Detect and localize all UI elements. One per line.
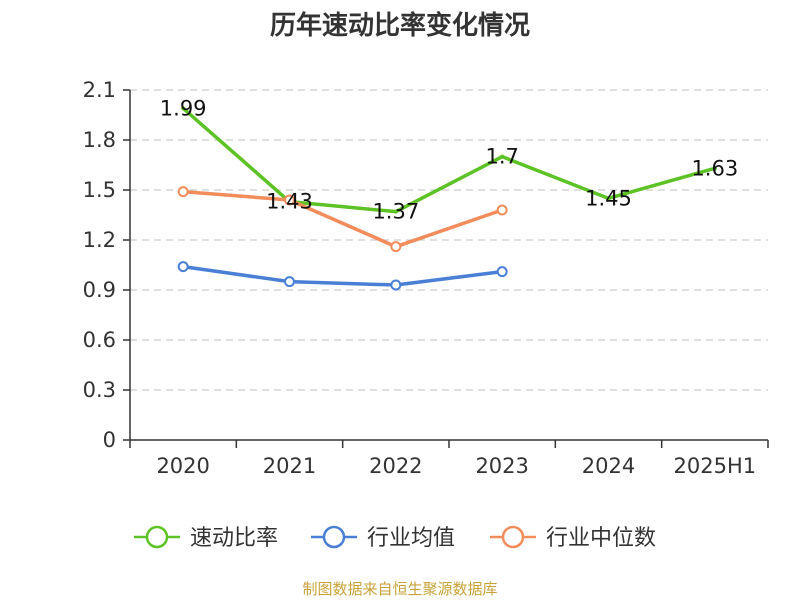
series-point-1	[284, 276, 295, 288]
series-point-0	[712, 166, 717, 171]
y-tick-label: 0.9	[83, 278, 116, 302]
y-tick-label: 0.3	[83, 378, 116, 402]
data-label: 1.63	[691, 156, 738, 180]
series-point-1	[390, 279, 402, 291]
legend[interactable]: 速动比率 行业均值 行业中位数	[134, 525, 656, 551]
legend-item-0[interactable]: 速动比率	[134, 525, 278, 551]
legend-marker-icon	[501, 525, 525, 549]
series-line-2	[183, 189, 503, 249]
legend-marker-icon	[145, 525, 169, 549]
source-note: 制图数据来自恒生聚源数据库	[302, 580, 497, 598]
legend-label: 速动比率	[190, 526, 278, 551]
x-tick-label: 2025H1	[674, 454, 757, 478]
axes: 0 0.3 0.6 0.9 1.2 1.5 1.8 2.1 2020 2021 2022 2023 20…	[83, 78, 769, 478]
y-tick-label: 0	[103, 428, 116, 452]
series-point-0	[393, 209, 398, 214]
series-point-1	[496, 266, 508, 278]
series-point-0	[181, 106, 186, 111]
x-tick-label: 2024	[582, 454, 635, 478]
series	[177, 106, 717, 291]
series-point-2	[390, 241, 402, 253]
series-point-0	[606, 196, 611, 201]
y-tick-label: 0.6	[83, 328, 116, 352]
legend-label: 行业均值	[367, 526, 455, 551]
data-label: 1.7	[485, 145, 518, 169]
series-point-1	[177, 261, 189, 273]
grid	[130, 89, 768, 391]
chart-title: 历年速动比率变化情况	[270, 10, 530, 41]
series-point-2	[284, 194, 295, 206]
series-point-2	[496, 204, 508, 216]
series-line-1	[182, 264, 503, 287]
legend-item-1[interactable]: 行业均值	[311, 525, 455, 551]
series-point-0	[500, 154, 505, 159]
y-tick-label: 2.1	[83, 78, 116, 102]
legend-marker-icon	[322, 525, 346, 549]
x-tick-label: 2022	[369, 454, 422, 478]
legend-item-2[interactable]: 行业中位数	[490, 525, 656, 551]
x-tick-label: 2023	[475, 454, 528, 478]
data-label: 1.99	[160, 96, 207, 120]
x-tick-label: 2020	[156, 454, 209, 478]
y-tick-label: 1.2	[83, 228, 116, 252]
y-tick-label: 1.5	[83, 178, 116, 202]
data-label: 1.45	[585, 186, 632, 210]
data-label: 1.43	[266, 190, 313, 214]
x-tick-label: 2021	[263, 454, 316, 478]
legend-label: 行业中位数	[546, 526, 656, 551]
data-labels: 1.99 1.43 1.37 1.7 1.45 1.63	[160, 96, 738, 223]
series-point-2	[177, 186, 189, 198]
data-label: 1.37	[372, 200, 419, 224]
y-tick-label: 1.8	[83, 128, 116, 152]
series-line-0	[182, 107, 716, 214]
